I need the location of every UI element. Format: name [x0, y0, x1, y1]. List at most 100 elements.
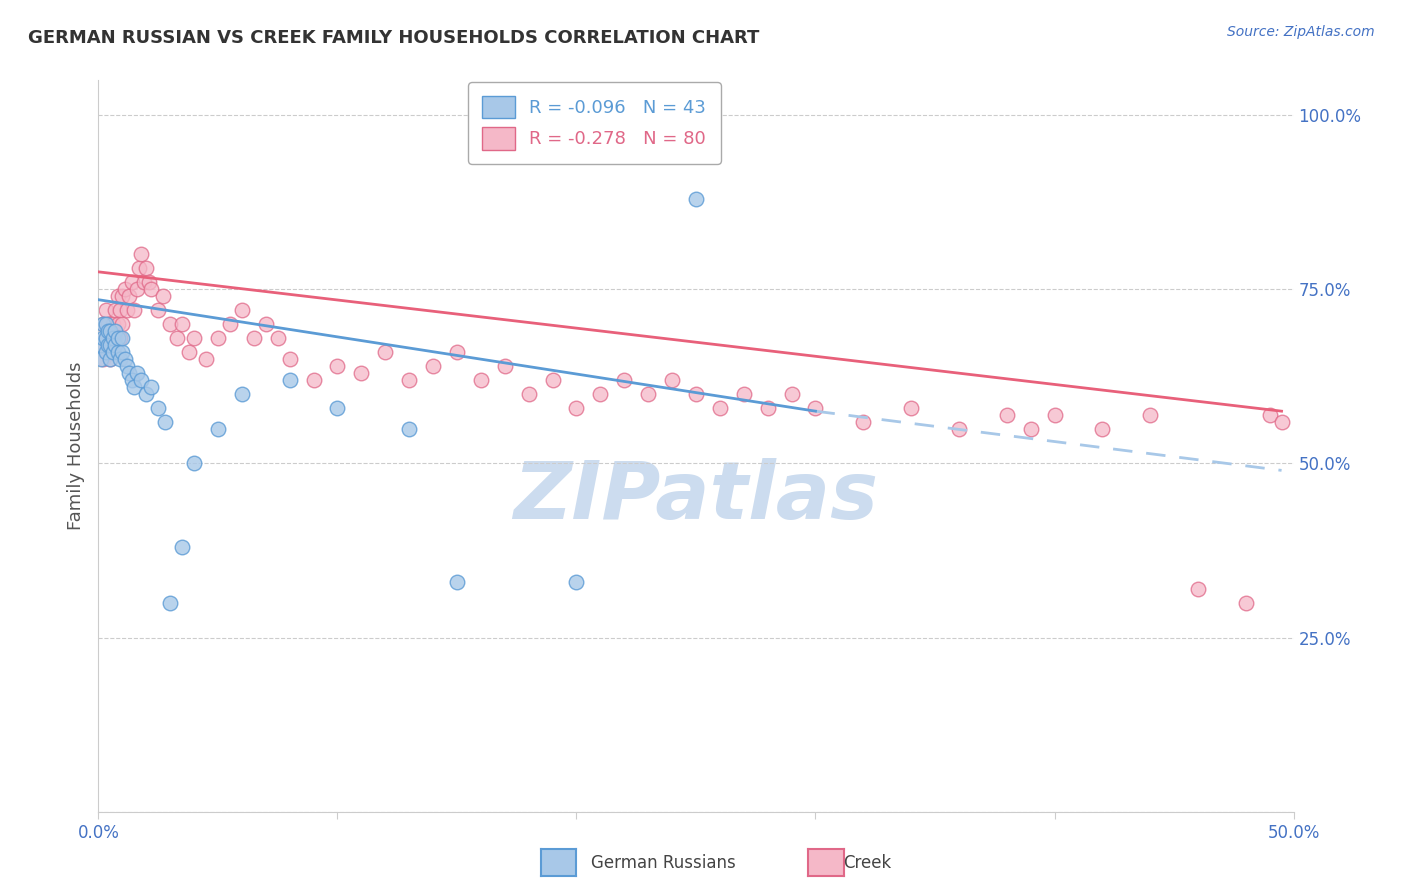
Point — [135, 261, 157, 276]
Point — [135, 386, 157, 401]
Point — [115, 303, 138, 318]
Point — [852, 415, 875, 429]
Point — [101, 331, 124, 345]
Text: GERMAN RUSSIAN VS CREEK FAMILY HOUSEHOLDS CORRELATION CHART: GERMAN RUSSIAN VS CREEK FAMILY HOUSEHOLD… — [28, 29, 759, 46]
Point — [589, 386, 612, 401]
Point — [231, 386, 253, 401]
Point — [139, 380, 162, 394]
Point — [107, 331, 129, 345]
Point — [756, 401, 779, 415]
Point — [159, 317, 181, 331]
Point — [183, 457, 205, 471]
Point — [350, 366, 373, 380]
Point — [733, 386, 755, 401]
Point — [98, 324, 122, 338]
Point — [207, 421, 229, 435]
Point — [207, 331, 229, 345]
Point — [900, 401, 922, 415]
Point — [107, 345, 129, 359]
Point — [131, 373, 153, 387]
Point — [470, 373, 492, 387]
Point — [1043, 408, 1066, 422]
Point — [125, 366, 148, 380]
Point — [637, 386, 659, 401]
Point — [124, 303, 146, 318]
Point — [104, 303, 127, 318]
Point — [1234, 596, 1257, 610]
Point — [446, 345, 468, 359]
Point — [91, 351, 114, 366]
Point — [108, 331, 131, 345]
Point — [131, 247, 153, 261]
Point — [398, 373, 420, 387]
Point — [159, 596, 181, 610]
Point — [1187, 582, 1209, 596]
Point — [97, 324, 120, 338]
Point — [219, 317, 242, 331]
Point — [97, 338, 120, 352]
Point — [91, 331, 114, 345]
Point — [121, 373, 143, 387]
Point — [111, 331, 134, 345]
Point — [104, 338, 127, 352]
Point — [98, 331, 122, 345]
Point — [278, 373, 301, 387]
Point — [148, 303, 170, 318]
Point — [108, 351, 131, 366]
Point — [1019, 421, 1042, 435]
Point — [128, 261, 150, 276]
Point — [107, 317, 129, 331]
Point — [98, 351, 122, 366]
Point — [183, 331, 205, 345]
Point — [121, 275, 143, 289]
Point — [326, 359, 349, 373]
Point — [661, 373, 683, 387]
Point — [804, 401, 827, 415]
Point — [565, 574, 588, 589]
Point — [101, 338, 124, 352]
Point — [1091, 421, 1114, 435]
Text: Source: ZipAtlas.com: Source: ZipAtlas.com — [1227, 25, 1375, 39]
Point — [1258, 408, 1281, 422]
Point — [613, 373, 636, 387]
Point — [94, 345, 117, 359]
Point — [709, 401, 731, 415]
Point — [101, 317, 124, 331]
Point — [152, 289, 174, 303]
Text: ZIPatlas: ZIPatlas — [513, 458, 879, 536]
Point — [254, 317, 277, 331]
Point — [94, 303, 117, 318]
Point — [118, 366, 141, 380]
Point — [780, 386, 803, 401]
Point — [111, 317, 134, 331]
Point — [195, 351, 218, 366]
Point — [107, 289, 129, 303]
Point — [132, 275, 155, 289]
Point — [90, 338, 112, 352]
Text: Creek: Creek — [844, 855, 891, 872]
Point — [98, 351, 122, 366]
Point — [565, 401, 588, 415]
Point — [948, 421, 970, 435]
Point — [90, 351, 112, 366]
Point — [1271, 415, 1294, 429]
Point — [685, 192, 707, 206]
Point — [108, 303, 131, 318]
Point — [155, 415, 177, 429]
Point — [172, 540, 194, 554]
Point — [685, 386, 707, 401]
Point — [278, 351, 301, 366]
Point — [148, 401, 170, 415]
Point — [91, 317, 114, 331]
Point — [446, 574, 468, 589]
Text: German Russians: German Russians — [591, 855, 735, 872]
Point — [494, 359, 516, 373]
Point — [118, 289, 141, 303]
Point — [124, 380, 146, 394]
Point — [166, 331, 188, 345]
Point — [114, 282, 136, 296]
Point — [115, 359, 138, 373]
Point — [97, 317, 120, 331]
Point — [91, 317, 114, 331]
Point — [94, 317, 117, 331]
